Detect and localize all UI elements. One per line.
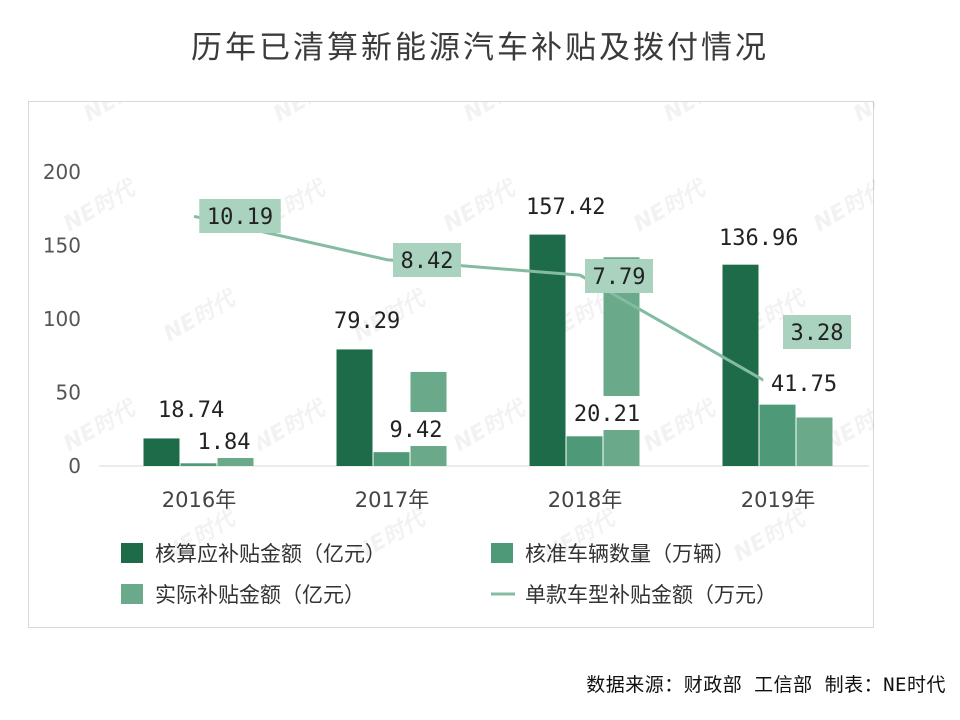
watermark-text: NE时代	[60, 395, 142, 457]
watermark-text: NE时代	[270, 102, 352, 127]
legend-label: 核算应补贴金额（亿元）	[155, 542, 386, 566]
watermark-text: NE时代	[250, 395, 332, 457]
bar-2	[566, 436, 603, 466]
bar-2	[180, 463, 217, 466]
left-axis-tick-label: 150	[43, 234, 81, 258]
watermark-text: NE时代	[460, 102, 542, 127]
legend-swatch	[491, 543, 513, 563]
left-axis-tick-label: 100	[43, 307, 81, 331]
line-data-label-box	[585, 259, 653, 293]
watermark-text: NE时代	[160, 285, 242, 347]
bar-2-data-label-box	[190, 424, 258, 458]
watermark-text: NE时代	[440, 175, 522, 237]
legend-label: 核准车辆数量（万辆）	[525, 542, 735, 566]
bar-1	[529, 234, 566, 466]
bar-2-data-label-box	[763, 366, 845, 400]
line-series-path	[193, 214, 774, 387]
bar-1	[336, 349, 373, 466]
bar-2-data-label: 20.21	[574, 402, 640, 427]
bar-1-data-label: 157.42	[526, 195, 605, 220]
bar-2-data-label: 9.42	[390, 418, 443, 443]
line-data-label-box	[199, 199, 281, 233]
line-data-label: 8.42	[401, 249, 454, 274]
bar-1-data-label: 79.29	[334, 309, 400, 334]
line-data-label: 10.19	[207, 205, 273, 230]
bar-2-data-label: 41.75	[771, 372, 837, 397]
data-source: 数据来源：财政部 工信部 制表：NE时代	[586, 674, 946, 696]
watermark-text: NE时代	[640, 395, 722, 457]
bar-1-data-label: 18.74	[158, 398, 224, 423]
watermark-text: NE时代	[810, 175, 876, 237]
legend-swatch	[121, 543, 143, 563]
chart-area: NE时代 NE时代 NE时代 NE时代 NE时代 NE时代 NE时代 NE时代 NE时代 NE时代…	[28, 101, 876, 628]
bar-2-data-label-box	[566, 396, 648, 430]
category-label: 2018年	[548, 488, 622, 512]
watermark-text: NE时代	[730, 505, 812, 567]
category-label: 2017年	[355, 488, 429, 512]
category-label: 2019年	[741, 488, 815, 512]
watermark-text: NE时代	[450, 395, 532, 457]
bar-1-data-label: 136.96	[719, 226, 798, 251]
bar-1	[143, 438, 180, 466]
category-label: 2016年	[162, 488, 236, 512]
watermark-text: NE时代	[80, 102, 162, 127]
line-data-label: 3.28	[791, 321, 844, 346]
watermark-text: NE时代	[60, 175, 142, 237]
watermark-text: NE时代	[850, 102, 876, 127]
left-axis-tick-label: 0	[68, 454, 81, 478]
bar-3	[796, 417, 833, 466]
legend-label: 单款车型补贴金额（万元）	[525, 583, 777, 607]
bar-2	[759, 404, 796, 466]
line-data-label-box	[783, 315, 851, 349]
bar-2-data-label: 1.84	[198, 430, 251, 455]
left-axis-tick-label: 200	[43, 160, 81, 184]
line-data-label-box	[393, 243, 461, 277]
legend-swatch	[121, 584, 143, 604]
line-data-label: 7.79	[593, 265, 646, 290]
bar-2	[373, 452, 410, 466]
left-axis-tick-label: 50	[56, 381, 81, 405]
watermark-text: NE时代	[660, 102, 742, 127]
legend-label: 实际补贴金额（亿元）	[155, 583, 365, 607]
chart-title: 历年已清算新能源汽车补贴及拨付情况	[191, 30, 769, 66]
bar-2-data-label-box	[382, 412, 450, 446]
watermark-text: NE时代	[630, 175, 712, 237]
